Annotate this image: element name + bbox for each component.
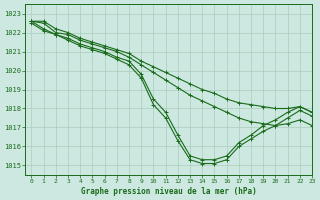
X-axis label: Graphe pression niveau de la mer (hPa): Graphe pression niveau de la mer (hPa) [81,187,257,196]
